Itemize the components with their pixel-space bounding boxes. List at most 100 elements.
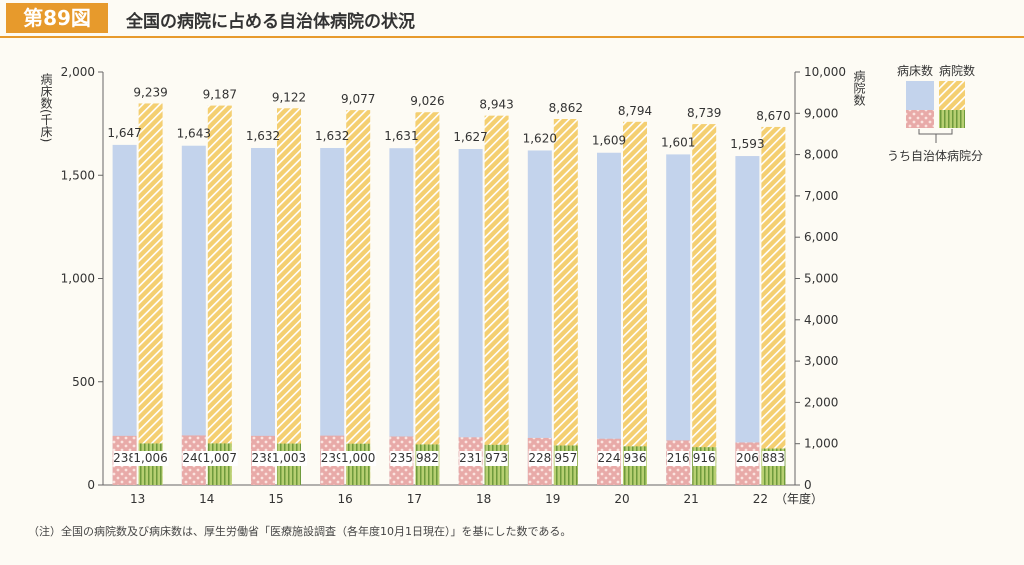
hospitals-value-label: 8,943 [479,98,513,112]
municipal-beds-value-label: 228 [528,451,551,465]
hospitals-value-label: 8,739 [687,106,721,120]
x-tick-label: 21 [684,492,699,506]
hospitals-bar [346,110,371,485]
beds-value-label: 1,601 [661,135,695,149]
left-tick-label: 1,500 [61,168,95,182]
legend-bracket [918,129,953,143]
x-tick-label: 18 [476,492,491,506]
municipal-hospitals-label-bg [416,451,439,466]
municipal-beds-label-bg [182,451,205,466]
right-tick-label: 8,000 [804,148,838,162]
hospitals-value-label: 8,670 [756,109,790,123]
beds-bar [389,148,414,486]
municipal-hospitals-value-label: 1,000 [341,451,375,465]
municipal-hospitals-label-bg [623,451,647,466]
hospitals-bar [623,121,647,485]
beds-value-label: 1,620 [523,131,557,145]
hospitals-value-label: 8,794 [618,104,652,118]
municipal-beds-label-bg [113,451,136,466]
hospitals-value-label: 8,862 [549,101,583,115]
left-tick-label: 500 [72,375,95,389]
x-tick-label: 17 [407,492,422,506]
hospitals-bar [484,115,509,485]
municipal-hospitals-label-bg [132,451,169,466]
municipal-beds-label-bg [667,451,690,466]
hospitals-value-label: 9,187 [203,88,237,102]
municipal-hospitals-value-label: 957 [554,451,577,465]
footnote: （注）全国の病院数及び病床数は、厚生労働省「医療施設調査（各年度10月1日現在）… [28,525,572,538]
figure-number: 第89図 [6,3,108,33]
beds-bar [666,154,691,485]
x-tick-label: 13 [130,492,145,506]
right-axis-title: 病院数 [852,69,866,107]
bar-chart: 2,000 1,500 1,000 500 0 10,000 9,000 8,000 7,000… [39,63,983,506]
beds-value-label: 1,631 [384,129,418,143]
municipal-hospitals-label-bg [340,451,377,466]
hospitals-bar [761,126,786,485]
right-tick-label: 5,000 [804,272,838,286]
figure-title: 全国の病院に占める自治体病院の状況 [126,12,415,32]
legend-beds-swatch [906,81,934,110]
figure-header: 第89図 全国の病院に占める自治体病院の状況 [0,0,1024,38]
hospitals-bar [415,112,440,485]
beds-bar [458,149,483,485]
beds-bar [181,145,206,485]
municipal-beds-value-label: 239 [321,451,344,465]
municipal-hospitals-label-bg [693,451,716,466]
x-tick-label: 22 [753,492,768,506]
right-tick-label: 9,000 [804,106,838,120]
right-tick-label: 0 [804,478,812,492]
municipal-beds-label-bg [459,451,482,466]
municipal-beds-label-bg [321,451,344,466]
beds-bar [320,147,345,485]
beds-bar [112,144,137,485]
municipal-hospitals-value-label: 1,006 [133,451,167,465]
municipal-beds-value-label: 206 [736,451,759,465]
municipal-beds-label-bg [251,451,275,466]
legend: 病床数 病院数 うち自治体病院分 [887,63,983,163]
municipal-beds-value-label: 238 [252,451,275,465]
municipal-beds-value-label: 224 [598,451,621,465]
x-tick-label: 20 [614,492,629,506]
municipal-hospitals-label-bg [201,451,238,466]
hospitals-value-label: 9,239 [133,85,167,99]
beds-value-label: 1,632 [315,129,349,143]
municipal-beds-value-label: 238 [113,451,136,465]
beds-bar [251,147,275,485]
municipal-beds-label-bg [736,451,759,466]
hospitals-bar [692,124,717,486]
legend-hospitals-swatch [939,81,965,110]
beds-value-label: 1,643 [177,127,211,141]
left-axis-title: 病床数(千床) [39,72,53,143]
beds-value-label: 1,609 [592,134,626,148]
municipal-hospitals-value-label: 936 [624,451,647,465]
hospitals-value-label: 9,122 [272,90,306,104]
x-tick-label: 16 [338,492,353,506]
right-tick-label: 2,000 [804,395,838,409]
right-tick-label: 3,000 [804,354,838,368]
right-tick-label: 7,000 [804,189,838,203]
municipal-hospitals-value-label: 1,003 [272,451,306,465]
beds-bar [735,156,760,485]
beds-bar [597,152,621,485]
municipal-beds-value-label: 235 [390,451,413,465]
legend-beds-label: 病床数 [897,63,933,78]
legend-municipal-beds-swatch [906,110,934,128]
municipal-hospitals-label-bg [485,451,508,466]
municipal-hospitals-value-label: 973 [485,451,508,465]
hospitals-bar [138,103,163,486]
x-tick-label: 19 [545,492,560,506]
municipal-beds-label-bg [528,451,551,466]
legend-hospitals-label: 病院数 [939,63,975,78]
right-tick-label: 4,000 [804,313,838,327]
beds-value-label: 1,632 [246,129,280,143]
x-tick-label: 15 [268,492,283,506]
municipal-beds-label-bg [390,451,413,466]
left-tick-label: 0 [87,478,95,492]
municipal-hospitals-value-label: 916 [693,451,716,465]
municipal-beds-value-label: 216 [667,451,690,465]
beds-bar [527,150,552,485]
header-rule [0,36,1024,38]
left-tick-label: 2,000 [61,65,95,79]
x-tick-label: 14 [199,492,214,506]
